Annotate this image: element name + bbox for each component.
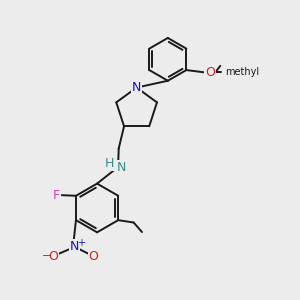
Text: −: − bbox=[42, 251, 52, 261]
Text: O: O bbox=[49, 250, 58, 263]
Text: N: N bbox=[132, 81, 141, 94]
Text: +: + bbox=[77, 238, 85, 248]
Text: O: O bbox=[88, 250, 98, 263]
Text: N: N bbox=[116, 161, 126, 174]
Text: N: N bbox=[70, 240, 80, 254]
Text: methyl: methyl bbox=[225, 67, 259, 77]
Text: H: H bbox=[105, 157, 115, 170]
Text: F: F bbox=[53, 189, 60, 202]
Text: O: O bbox=[205, 66, 215, 79]
